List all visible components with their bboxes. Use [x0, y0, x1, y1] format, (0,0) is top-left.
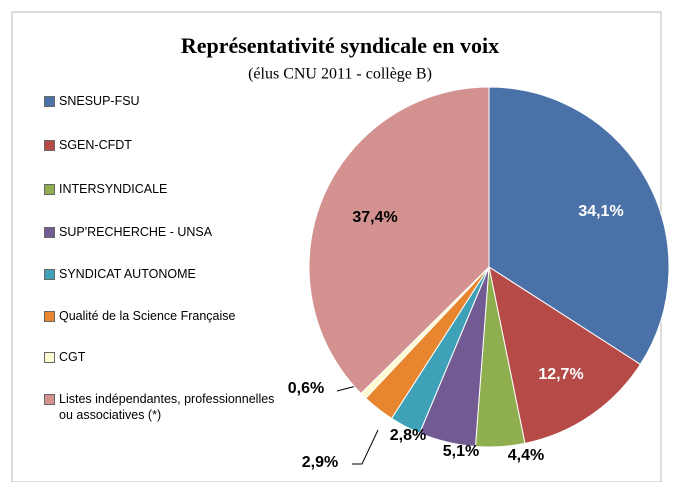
pie-slice — [308, 86, 490, 395]
chart-title: Représentativité syndicale en voix — [181, 33, 499, 58]
legend-label: SNESUP-FSU — [59, 94, 140, 108]
legend-item: Listes indépendantes, professionnelles o… — [44, 391, 344, 423]
legend-item: SNESUP-FSU — [44, 93, 344, 109]
data-label: 34,1% — [578, 203, 623, 220]
legend-label: Qualité de la Science Française — [59, 309, 236, 323]
legend-item: CGT — [44, 349, 344, 365]
data-label: 12,7% — [538, 366, 583, 383]
pie-slice — [488, 265, 642, 444]
pie-slice — [488, 86, 670, 366]
legend-swatch — [44, 352, 55, 363]
legend-label: CGT — [59, 350, 86, 364]
legend-item: SUP'RECHERCHE - UNSA — [44, 224, 344, 240]
legend-label: SYNDICAT AUTONOME — [59, 267, 196, 281]
legend-item: INTERSYNDICALE — [44, 181, 344, 197]
legend-swatch — [44, 184, 55, 195]
data-label: 2,8% — [390, 427, 426, 444]
legend-label: SUP'RECHERCHE - UNSA — [59, 225, 213, 239]
chart-subtitle: (élus CNU 2011 - collège B) — [248, 66, 432, 83]
legend-swatch — [44, 140, 55, 151]
data-label: 4,4% — [508, 447, 544, 464]
legend-label: Listes indépendantes, professionnelles o… — [59, 392, 275, 422]
data-label: 0,6% — [288, 380, 324, 397]
leader-line — [352, 429, 379, 465]
data-label: 5,1% — [443, 443, 479, 460]
data-label: 37,4% — [352, 209, 397, 226]
legend-label: SGEN-CFDT — [59, 138, 132, 152]
legend-swatch — [44, 96, 55, 107]
legend-item: Qualité de la Science Française — [44, 308, 344, 324]
legend-label: INTERSYNDICALE — [59, 182, 168, 196]
legend-item: SGEN-CFDT — [44, 137, 344, 153]
legend-item: SYNDICAT AUTONOME — [44, 266, 344, 282]
legend-swatch — [44, 311, 55, 322]
legend-swatch — [44, 394, 55, 405]
legend-swatch — [44, 269, 55, 280]
data-label: 2,9% — [302, 454, 338, 471]
legend-swatch — [44, 227, 55, 238]
